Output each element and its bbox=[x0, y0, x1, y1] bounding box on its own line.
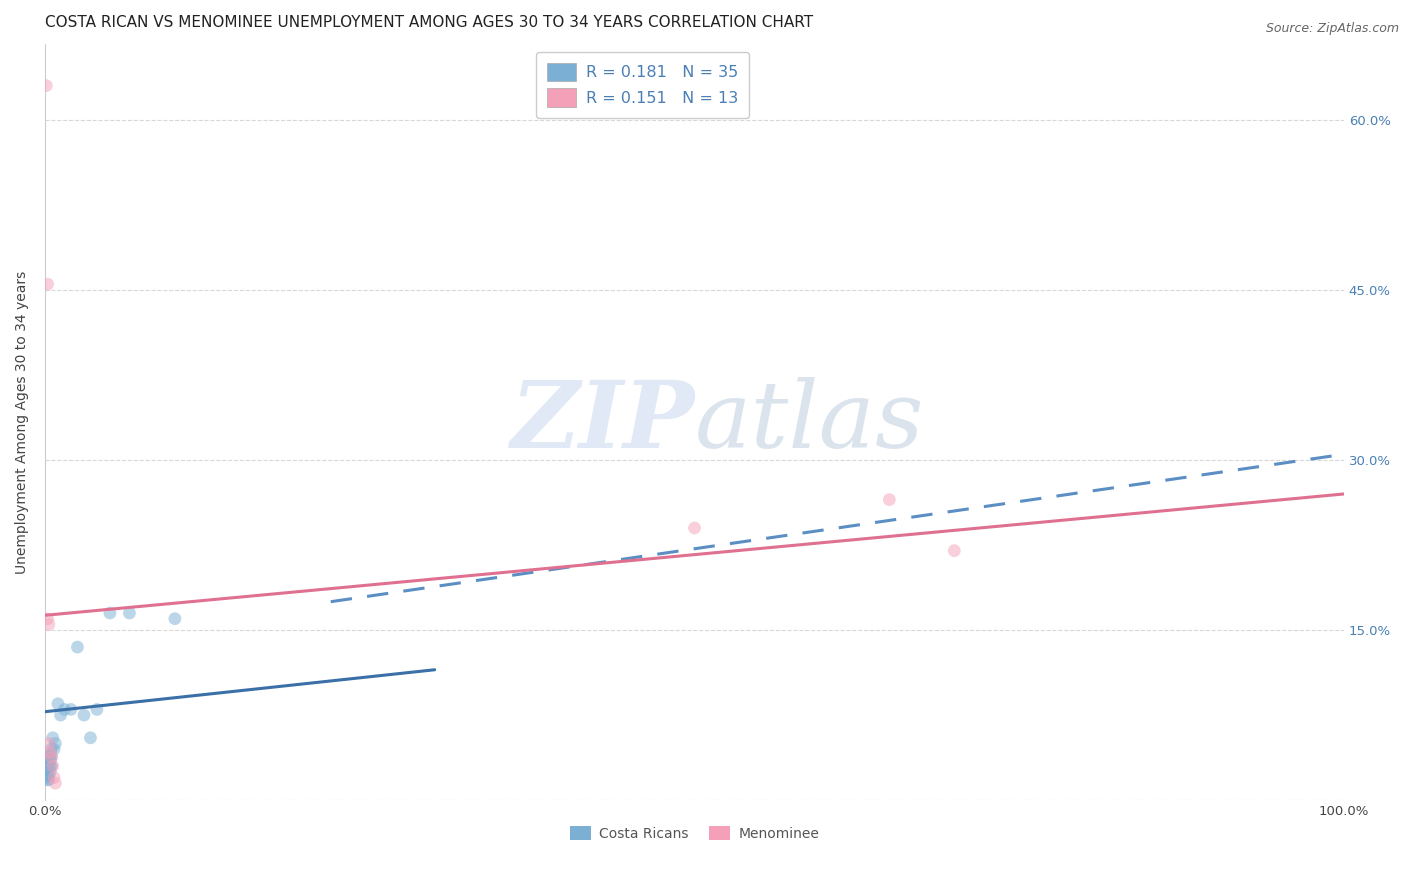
Point bbox=[41, 742, 63, 756]
Point bbox=[41, 750, 63, 764]
Point bbox=[98, 606, 121, 620]
Point bbox=[683, 521, 706, 535]
Point bbox=[86, 702, 108, 716]
Point bbox=[41, 759, 63, 773]
Point bbox=[163, 612, 186, 626]
Point bbox=[38, 768, 60, 782]
Point bbox=[37, 768, 59, 782]
Point bbox=[38, 756, 60, 770]
Point bbox=[46, 697, 69, 711]
Point bbox=[118, 606, 141, 620]
Point bbox=[37, 756, 59, 771]
Point bbox=[66, 640, 89, 654]
Text: COSTA RICAN VS MENOMINEE UNEMPLOYMENT AMONG AGES 30 TO 34 YEARS CORRELATION CHAR: COSTA RICAN VS MENOMINEE UNEMPLOYMENT AM… bbox=[45, 15, 813, 30]
Point bbox=[37, 277, 59, 292]
Point bbox=[44, 776, 66, 790]
Point bbox=[35, 764, 58, 779]
Point bbox=[35, 759, 58, 773]
Point bbox=[943, 543, 966, 558]
Point bbox=[38, 750, 60, 764]
Point bbox=[59, 702, 82, 716]
Point bbox=[39, 747, 62, 762]
Point bbox=[42, 742, 65, 756]
Point bbox=[39, 754, 62, 768]
Legend: Costa Ricans, Menominee: Costa Ricans, Menominee bbox=[564, 821, 825, 847]
Point bbox=[37, 772, 59, 787]
Point bbox=[879, 492, 901, 507]
Text: atlas: atlas bbox=[695, 377, 924, 467]
Point bbox=[37, 754, 59, 768]
Point bbox=[38, 736, 60, 750]
Point bbox=[37, 612, 59, 626]
Point bbox=[39, 764, 62, 779]
Point bbox=[79, 731, 101, 745]
Point bbox=[38, 772, 60, 787]
Point bbox=[44, 736, 66, 750]
Text: Source: ZipAtlas.com: Source: ZipAtlas.com bbox=[1265, 22, 1399, 36]
Point bbox=[39, 746, 62, 760]
Point bbox=[42, 771, 65, 785]
Point bbox=[42, 759, 65, 773]
Point bbox=[38, 617, 60, 632]
Point bbox=[49, 708, 72, 723]
Point bbox=[38, 761, 60, 775]
Point bbox=[35, 78, 58, 93]
Point bbox=[35, 771, 58, 785]
Point bbox=[35, 761, 58, 775]
Point bbox=[73, 708, 96, 723]
Point bbox=[53, 702, 76, 716]
Y-axis label: Unemployment Among Ages 30 to 34 years: Unemployment Among Ages 30 to 34 years bbox=[15, 270, 30, 574]
Point bbox=[41, 750, 63, 764]
Point bbox=[42, 731, 65, 745]
Point bbox=[37, 761, 59, 775]
Point bbox=[39, 759, 62, 773]
Text: ZIP: ZIP bbox=[510, 377, 695, 467]
